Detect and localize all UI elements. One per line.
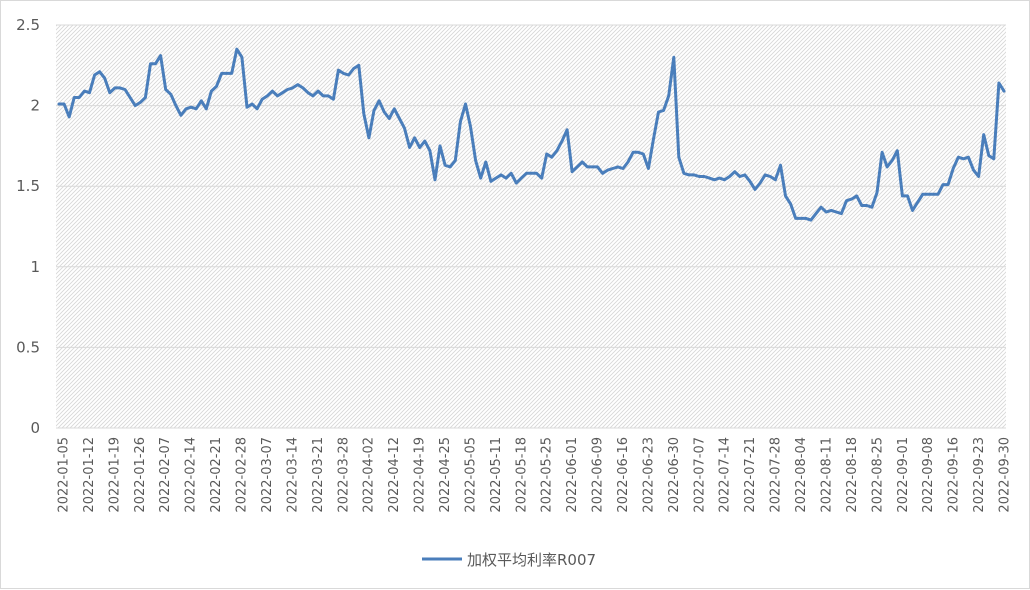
x-tick-label: 2022-02-14: [184, 437, 199, 513]
x-tick-label: 2022-05-11: [489, 437, 504, 513]
y-tick-label: 2: [30, 97, 40, 115]
x-tick-label: 2022-04-25: [438, 437, 453, 513]
x-tick-label: 2022-08-25: [870, 437, 885, 513]
x-tick-label: 2022-04-12: [387, 437, 402, 513]
x-tick-label: 2022-05-05: [463, 437, 478, 513]
x-tick-label: 2022-03-28: [336, 437, 351, 513]
x-tick-label: 2022-01-26: [133, 437, 148, 513]
x-tick-label: 2022-01-19: [107, 437, 122, 513]
y-tick-label: 2.5: [16, 16, 40, 34]
legend-label: 加权平均利率R007: [467, 551, 596, 569]
x-tick-label: 2022-07-14: [718, 437, 733, 513]
x-tick-label: 2022-01-12: [82, 437, 97, 513]
x-tick-label: 2022-06-30: [667, 437, 682, 513]
x-tick-label: 2022-05-18: [514, 437, 529, 513]
x-tick-label: 2022-09-08: [921, 437, 936, 513]
series-line-r007: [57, 47, 1006, 222]
x-tick-label: 2022-03-21: [311, 437, 326, 513]
x-tick-label: 2022-06-01: [565, 437, 580, 513]
x-tick-label: 2022-09-01: [896, 437, 911, 513]
x-tick-label: 2022-06-09: [591, 437, 606, 513]
x-tick-label: 2022-07-21: [743, 437, 758, 513]
x-tick-label: 2022-02-28: [235, 437, 250, 513]
x-tick-label: 2022-03-14: [285, 437, 300, 513]
x-tick-label: 2022-09-30: [998, 437, 1013, 513]
x-tick-label: 2022-04-02: [362, 437, 377, 513]
x-tick-label: 2022-02-07: [158, 437, 173, 513]
x-tick-label: 2022-07-28: [769, 437, 784, 513]
x-tick-label: 2022-08-11: [819, 437, 834, 513]
x-tick-label: 2022-07-07: [692, 437, 707, 513]
y-tick-label: 1.5: [16, 177, 40, 195]
x-tick-label: 2022-06-16: [616, 437, 631, 513]
legend: 加权平均利率R007: [422, 551, 596, 569]
x-tick-label: 2022-08-18: [845, 437, 860, 513]
x-axis-ticks: 2022-01-05 2022-01-12 2022-01-19 2022-01-26…: [57, 437, 1013, 513]
y-axis-ticks: 0 0.5 1 1.5 2 2.5: [16, 16, 40, 437]
x-tick-label: 2022-08-04: [794, 437, 809, 513]
x-tick-label: 2022-05-25: [540, 437, 555, 513]
x-tick-label: 2022-09-16: [947, 437, 962, 513]
x-tick-label: 2022-04-19: [413, 437, 428, 513]
y-tick-label: 1: [30, 258, 40, 276]
x-tick-label: 2022-01-05: [57, 437, 72, 513]
y-tick-label: 0.5: [16, 338, 40, 356]
gridlines: [56, 24, 1006, 348]
x-tick-label: 2022-06-23: [641, 437, 656, 513]
y-tick-label: 0: [30, 419, 40, 437]
plot-area: [56, 25, 1006, 428]
x-tick-label: 2022-03-07: [260, 437, 275, 513]
x-tick-label: 2022-09-23: [972, 437, 987, 513]
x-tick-label: 2022-02-21: [209, 437, 224, 513]
